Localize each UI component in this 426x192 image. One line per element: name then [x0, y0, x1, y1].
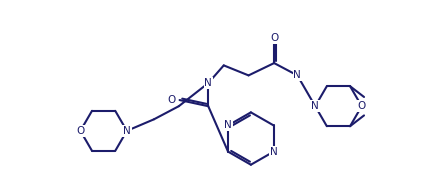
Text: N: N	[224, 120, 232, 130]
Text: O: O	[357, 101, 366, 111]
Text: O: O	[76, 126, 84, 136]
Text: N: N	[204, 78, 212, 88]
Text: N: N	[311, 101, 319, 111]
Text: N: N	[294, 70, 301, 80]
Text: N: N	[270, 147, 278, 157]
Text: N: N	[123, 126, 131, 136]
Text: O: O	[168, 95, 176, 105]
Text: O: O	[270, 33, 278, 43]
